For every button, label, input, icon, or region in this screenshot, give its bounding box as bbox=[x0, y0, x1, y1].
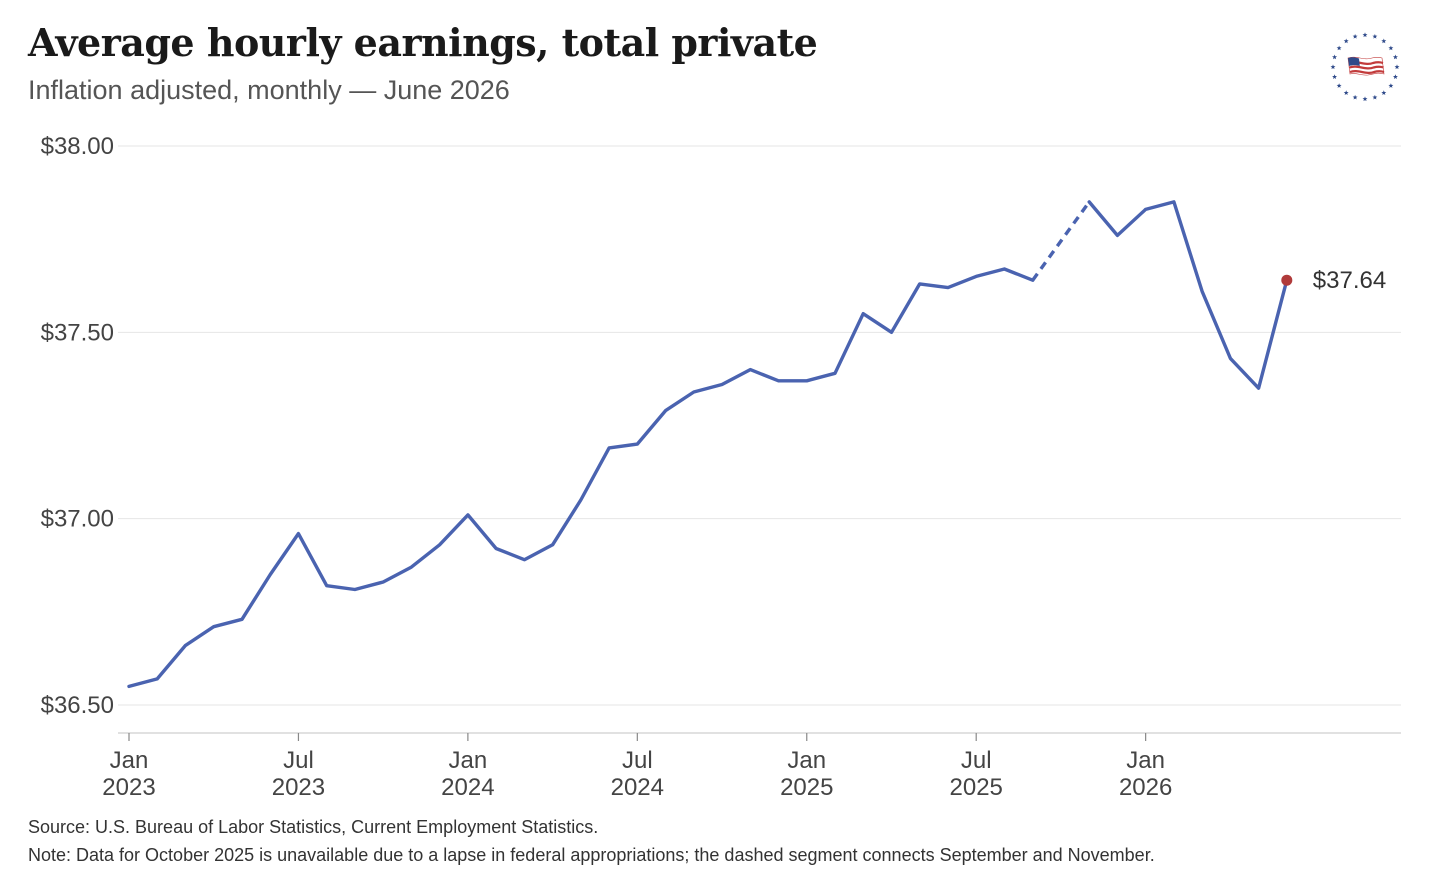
y-tick-label: $38.00 bbox=[41, 133, 114, 160]
x-tick-label-month: Jan bbox=[110, 747, 149, 774]
x-tick-label-year: 2023 bbox=[102, 774, 155, 801]
star-icon bbox=[1343, 90, 1349, 95]
x-tick-label-year: 2025 bbox=[950, 774, 1003, 801]
data-point bbox=[1228, 356, 1232, 360]
series-line-segment bbox=[1087, 200, 1289, 390]
star-icon bbox=[1332, 74, 1338, 79]
data-point bbox=[861, 312, 865, 316]
end-marker: $37.64 bbox=[1281, 267, 1386, 294]
data-point bbox=[664, 409, 668, 413]
x-tick-label-year: 2025 bbox=[780, 774, 833, 801]
y-tick-label: $36.50 bbox=[41, 692, 114, 719]
gridlines bbox=[118, 145, 1401, 706]
x-tick-label-month: Jan bbox=[787, 747, 826, 774]
data-point bbox=[607, 446, 611, 450]
data-point bbox=[1257, 386, 1261, 390]
x-tick-label-month: Jul bbox=[622, 747, 653, 774]
data-point bbox=[494, 547, 498, 551]
data-point bbox=[466, 513, 470, 517]
star-icon bbox=[1362, 96, 1368, 102]
flag-shape bbox=[1347, 56, 1385, 76]
data-point bbox=[1172, 200, 1176, 204]
us-flag-star-ring-icon bbox=[1330, 32, 1400, 102]
y-tick-label: $37.00 bbox=[41, 506, 114, 533]
y-tick-label: $37.50 bbox=[41, 319, 114, 346]
data-points bbox=[127, 200, 1289, 689]
x-tick-label-month: Jul bbox=[961, 747, 992, 774]
star-icon bbox=[1388, 83, 1394, 88]
star-icon bbox=[1336, 45, 1342, 51]
star-icon bbox=[1394, 64, 1400, 70]
star-icon bbox=[1392, 74, 1398, 79]
y-axis-tick-labels: $38.00 $37.50 $37.00 $36.50 bbox=[41, 133, 114, 719]
data-point bbox=[268, 573, 272, 577]
star-icon bbox=[1381, 90, 1387, 95]
chart-title: Average hourly earnings, total private bbox=[28, 20, 818, 65]
data-point bbox=[184, 643, 188, 647]
star-icon bbox=[1362, 32, 1368, 38]
x-tick-label-year: 2024 bbox=[441, 774, 494, 801]
data-point bbox=[240, 617, 244, 621]
data-point bbox=[918, 282, 922, 286]
star-icon bbox=[1336, 83, 1342, 88]
end-point-dot bbox=[1281, 274, 1293, 286]
data-point bbox=[720, 383, 724, 387]
data-point bbox=[946, 286, 950, 290]
star-ring bbox=[1330, 32, 1400, 102]
star-icon bbox=[1352, 33, 1358, 39]
x-tick-label-month: Jan bbox=[1126, 747, 1165, 774]
x-tick-label-year: 2026 bbox=[1119, 774, 1172, 801]
series-line-segment bbox=[127, 267, 1035, 689]
data-point bbox=[522, 558, 526, 562]
data-point bbox=[1031, 278, 1035, 282]
data-point bbox=[1115, 233, 1119, 237]
data-point bbox=[777, 379, 781, 383]
data-point bbox=[409, 565, 413, 569]
data-point bbox=[748, 368, 752, 372]
x-tick-label-year: 2024 bbox=[611, 774, 664, 801]
data-point bbox=[890, 330, 894, 334]
data-point bbox=[127, 684, 131, 688]
data-point bbox=[974, 274, 978, 278]
data-point bbox=[212, 625, 216, 629]
star-icon bbox=[1388, 45, 1394, 51]
star-icon bbox=[1352, 94, 1358, 100]
footnote: Note: Data for October 2025 is unavailab… bbox=[28, 845, 1155, 865]
source-note: Source: U.S. Bureau of Labor Statistics,… bbox=[28, 817, 599, 837]
data-point bbox=[833, 371, 837, 375]
end-value-label: $37.64 bbox=[1313, 267, 1386, 294]
series-line bbox=[127, 200, 1289, 689]
data-point bbox=[1144, 207, 1148, 211]
dashed-gap-segment bbox=[1031, 200, 1091, 282]
star-icon bbox=[1343, 38, 1349, 44]
x-axis-tick-labels: Jan2023Jul2023Jan2024Jul2024Jan2025Jul20… bbox=[102, 747, 1172, 801]
data-point bbox=[1200, 289, 1204, 293]
data-point bbox=[805, 379, 809, 383]
data-point bbox=[296, 532, 300, 536]
star-icon bbox=[1372, 94, 1378, 100]
star-icon bbox=[1381, 38, 1387, 44]
data-point bbox=[438, 543, 442, 547]
x-axis bbox=[118, 732, 1401, 741]
x-tick-label-year: 2023 bbox=[272, 774, 325, 801]
star-icon bbox=[1332, 54, 1338, 60]
chart-subtitle: Inflation adjusted, monthly — June 2026 bbox=[28, 75, 510, 105]
data-point bbox=[325, 584, 329, 588]
x-tick-label-month: Jul bbox=[283, 747, 314, 774]
data-point bbox=[635, 442, 639, 446]
x-tick-label-month: Jan bbox=[449, 747, 488, 774]
star-icon bbox=[1392, 54, 1398, 60]
data-point bbox=[579, 498, 583, 502]
data-point bbox=[551, 543, 555, 547]
star-icon bbox=[1330, 64, 1336, 70]
data-point bbox=[155, 677, 159, 681]
star-icon bbox=[1372, 33, 1378, 39]
data-point bbox=[381, 580, 385, 584]
data-point bbox=[1002, 267, 1006, 271]
data-point bbox=[353, 588, 357, 592]
data-point bbox=[692, 390, 696, 394]
data-point bbox=[1087, 200, 1091, 204]
